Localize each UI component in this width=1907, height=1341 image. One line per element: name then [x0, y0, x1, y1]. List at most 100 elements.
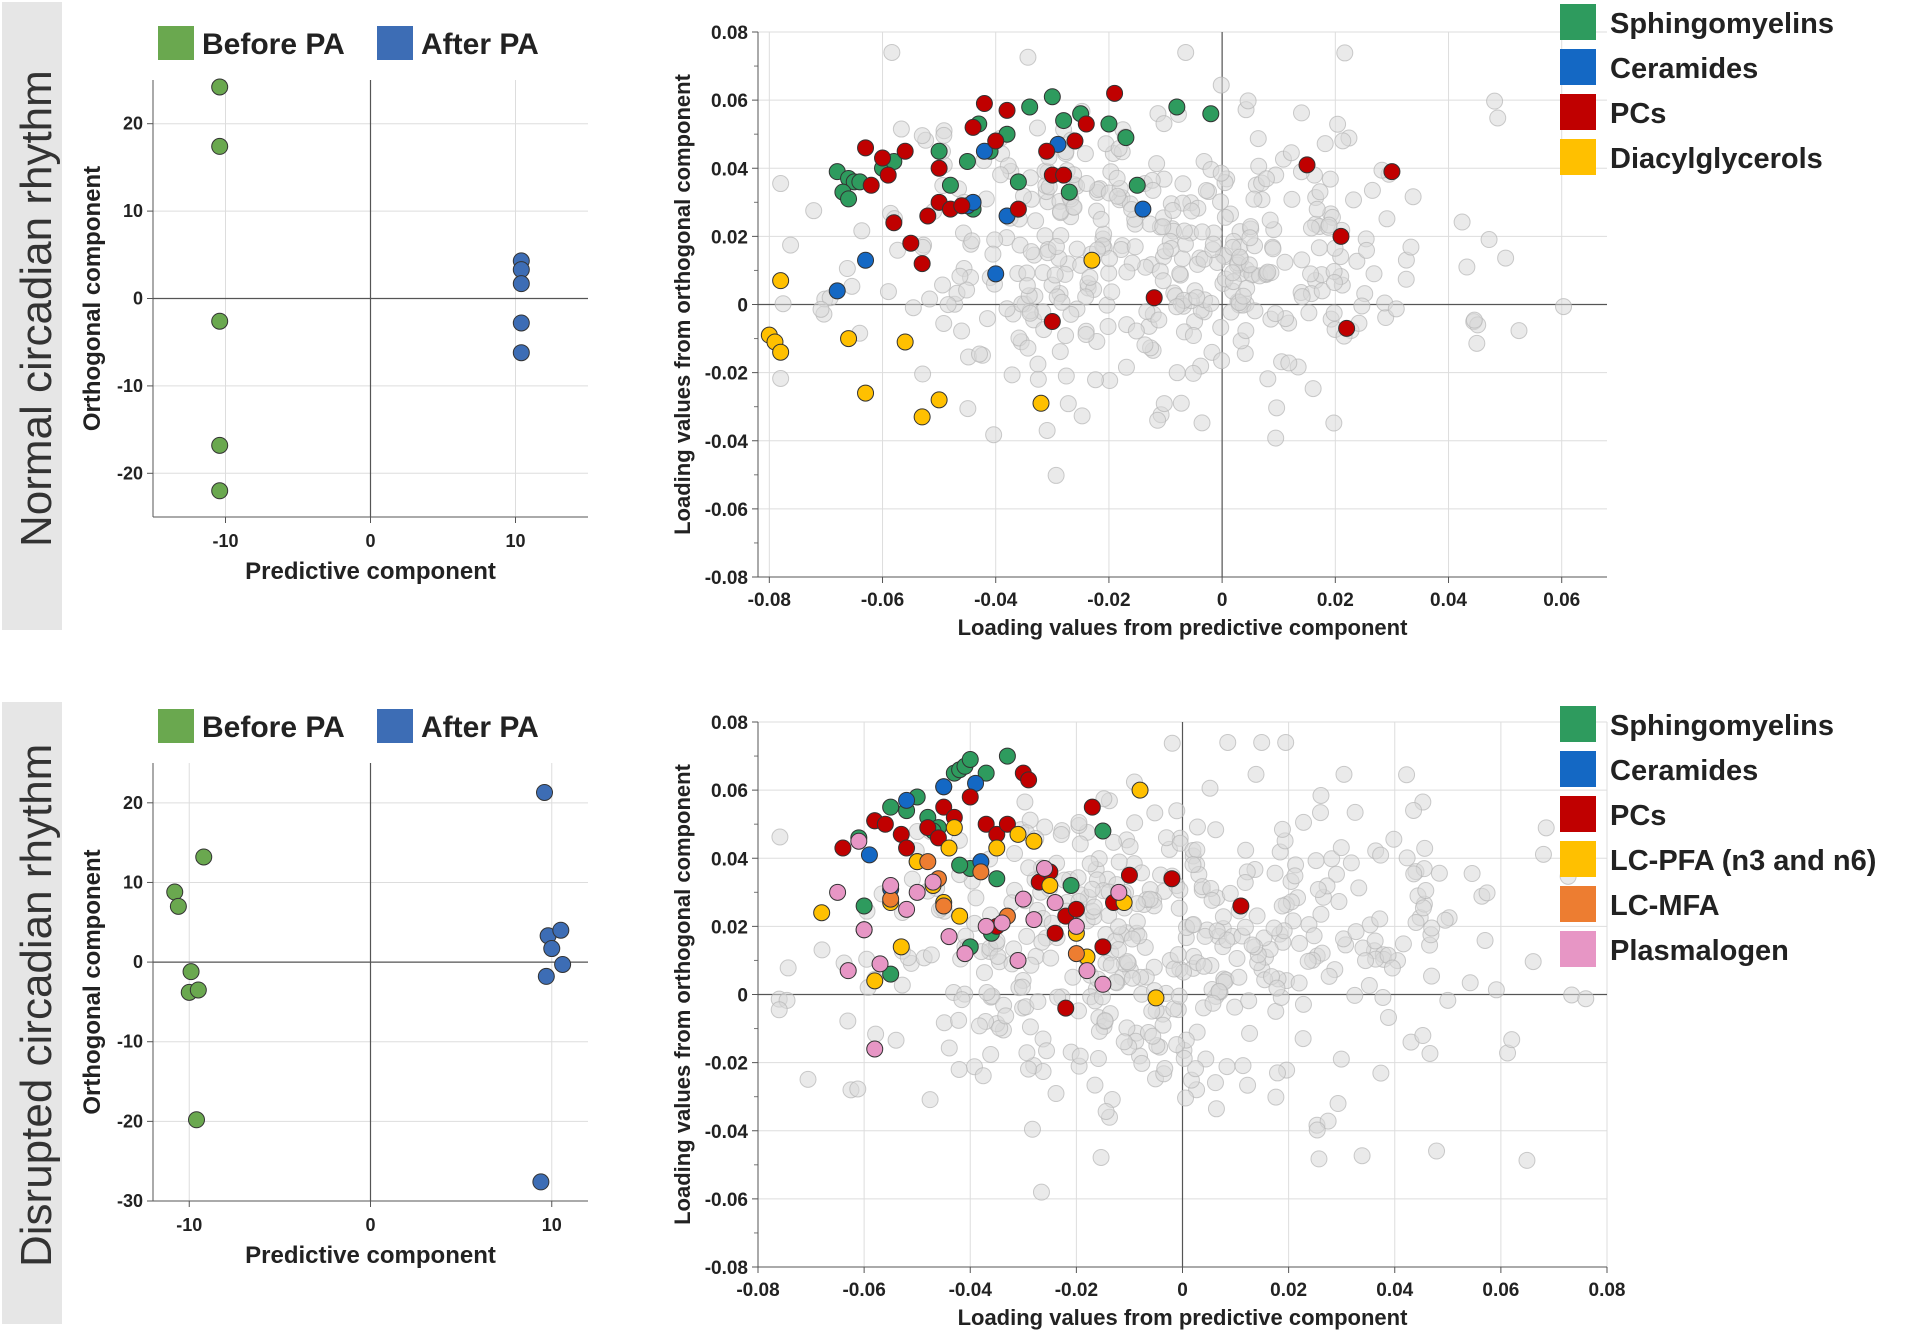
loading-point-diacylglycerols — [840, 330, 858, 348]
background-point — [1468, 334, 1486, 352]
background-point — [1294, 1030, 1312, 1048]
background-point — [843, 277, 861, 295]
background-point — [1312, 787, 1330, 805]
background-point — [1268, 979, 1286, 997]
background-point — [1175, 222, 1193, 240]
background-point — [1283, 190, 1301, 208]
background-point — [867, 1025, 885, 1043]
loading-point-lc-mfa — [919, 853, 937, 871]
background-point — [1237, 841, 1255, 859]
background-point — [939, 296, 957, 314]
background-point — [1171, 265, 1189, 283]
background-point — [950, 1011, 968, 1029]
loading-point-pcs — [929, 829, 947, 847]
loading-point-plasmalogen — [993, 914, 1011, 932]
background-point — [1503, 1031, 1521, 1049]
background-point — [1018, 277, 1036, 295]
background-point — [779, 959, 797, 977]
background-point — [1417, 882, 1435, 900]
background-point — [1534, 845, 1552, 863]
background-point — [1226, 998, 1244, 1016]
row-label-band-normal: Normal circadian rhythm — [2, 2, 62, 630]
x-tick-label: -0.04 — [974, 590, 1018, 611]
background-point — [1458, 258, 1476, 276]
background-point — [1085, 898, 1103, 916]
background-point — [1156, 1060, 1174, 1078]
background-point — [1290, 974, 1308, 992]
background-point — [1184, 916, 1202, 934]
background-point — [1118, 953, 1136, 971]
x-tick-label: 0.06 — [1543, 590, 1580, 611]
background-point — [1224, 264, 1242, 282]
loading-point-lc-mfa — [1067, 945, 1085, 963]
background-point — [1154, 1016, 1172, 1034]
background-point — [1038, 1042, 1056, 1060]
background-point — [1138, 303, 1156, 321]
loading-point-pcs — [1009, 200, 1027, 218]
background-point — [1171, 834, 1189, 852]
score-point-after-pa — [512, 314, 530, 332]
loading-point-diacylglycerols — [930, 391, 948, 409]
background-point — [1372, 1064, 1390, 1082]
loading-point-lc-pfa-n3-and-n6- — [1009, 825, 1027, 843]
loading-point-sphingomyelins — [882, 798, 900, 816]
background-point — [935, 126, 953, 144]
background-point — [782, 236, 800, 254]
x-tick-label: -0.06 — [861, 590, 904, 611]
score-point-before-pa — [211, 312, 229, 330]
background-point — [1064, 968, 1082, 986]
background-point — [889, 241, 907, 259]
background-point — [1310, 239, 1328, 257]
background-point — [1385, 830, 1403, 848]
loading-point-plasmalogen — [850, 832, 868, 850]
background-point — [1291, 934, 1309, 952]
loading-point-sphingomyelins — [1009, 173, 1027, 191]
background-point — [1164, 201, 1182, 219]
background-point — [1268, 399, 1286, 417]
background-point — [1478, 884, 1496, 902]
legend-swatch-before-pa — [158, 26, 194, 60]
background-point — [1177, 43, 1195, 61]
background-point — [812, 300, 830, 318]
background-point — [1118, 263, 1136, 281]
loading-point-lc-pfa-n3-and-n6- — [892, 938, 910, 956]
x-tick-label: 0 — [1217, 590, 1228, 611]
loading-point-sphingomyelins — [941, 176, 959, 194]
score-point-after-pa — [537, 967, 555, 985]
x-tick-label: 0 — [365, 1215, 375, 1235]
loading-point-pcs — [862, 176, 880, 194]
loading-point-sphingomyelins — [930, 142, 948, 160]
legend-swatch-after-pa — [377, 26, 413, 60]
background-point — [1028, 119, 1046, 137]
background-point — [1057, 327, 1075, 345]
legend-swatch — [1560, 139, 1596, 175]
background-point — [1051, 343, 1069, 361]
background-point — [1387, 300, 1405, 318]
background-point — [1320, 967, 1338, 985]
loading-point-pcs — [930, 159, 948, 177]
background-point — [1348, 252, 1366, 270]
loading-point-plasmalogen — [898, 900, 916, 918]
background-point — [1029, 993, 1047, 1011]
y-tick-label: -20 — [117, 463, 143, 483]
background-point — [1414, 1027, 1432, 1045]
loading-point-lc-mfa — [935, 897, 953, 915]
background-point — [1193, 223, 1211, 241]
background-point — [1253, 733, 1271, 751]
background-point — [879, 283, 897, 301]
background-point — [1325, 414, 1343, 432]
background-point — [1219, 733, 1237, 751]
background-point — [1259, 370, 1277, 388]
background-point — [1398, 766, 1416, 784]
loading-point-pcs — [1020, 771, 1038, 789]
background-point — [1489, 109, 1507, 127]
background-point — [1212, 76, 1230, 94]
score-point-after-pa — [536, 783, 553, 801]
background-point — [950, 1060, 968, 1078]
background-point — [1022, 243, 1040, 261]
loading-point-sphingomyelins — [882, 965, 900, 983]
loading-point-pcs — [876, 815, 894, 833]
x-tick-label: 0 — [365, 531, 375, 551]
loading-point-pcs — [977, 815, 995, 833]
